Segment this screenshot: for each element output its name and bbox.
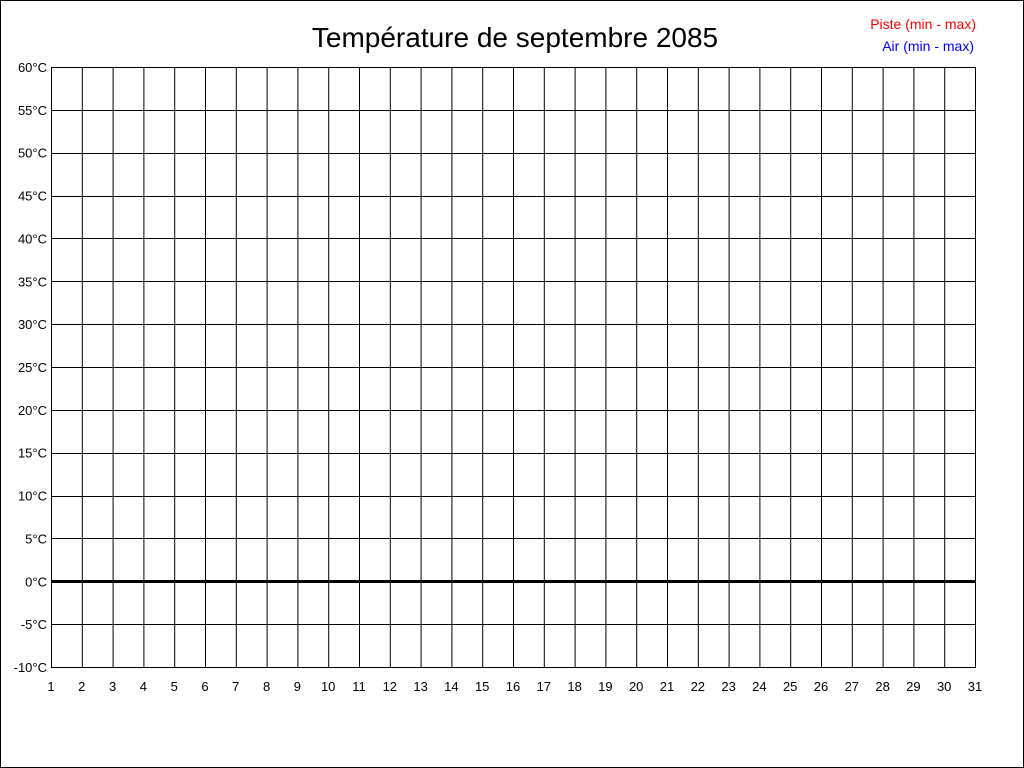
legend-piste: Piste (min - max): [870, 16, 976, 32]
x-tick-label: 19: [598, 679, 612, 694]
x-tick-label: 24: [752, 679, 766, 694]
y-tick-label: 50°C: [18, 146, 47, 161]
y-tick-label: 10°C: [18, 489, 47, 504]
x-tick-label: 15: [475, 679, 489, 694]
x-tick-label: 25: [783, 679, 797, 694]
x-tick-label: 5: [171, 679, 178, 694]
y-tick-label: -5°C: [21, 617, 47, 632]
y-tick-label: 0°C: [25, 574, 47, 589]
x-tick-label: 2: [78, 679, 85, 694]
x-tick-label: 16: [506, 679, 520, 694]
x-tick-label: 10: [321, 679, 335, 694]
x-tick-label: 21: [660, 679, 674, 694]
y-tick-label: 25°C: [18, 360, 47, 375]
x-tick-label: 6: [201, 679, 208, 694]
x-tick-label: 31: [968, 679, 982, 694]
x-tick-label: 27: [845, 679, 859, 694]
y-tick-label: -10°C: [14, 660, 47, 675]
y-tick-label: 40°C: [18, 231, 47, 246]
x-tick-label: 23: [721, 679, 735, 694]
x-tick-label: 29: [906, 679, 920, 694]
x-tick-label: 26: [814, 679, 828, 694]
x-axis-ticks: 1 2 3 4 5 6 7 8 9 10 11 12 13 14 15 16 17 18 19 20 21 22 23 24 2…: [47, 679, 982, 694]
x-tick-label: 13: [413, 679, 427, 694]
y-tick-label: 45°C: [18, 189, 47, 204]
grid: [51, 67, 976, 668]
x-tick-label: 11: [352, 679, 366, 694]
y-tick-label: 55°C: [18, 103, 47, 118]
x-tick-label: 8: [263, 679, 270, 694]
x-tick-label: 17: [537, 679, 551, 694]
x-tick-label: 22: [691, 679, 705, 694]
y-tick-label: 20°C: [18, 403, 47, 418]
x-tick-label: 1: [47, 679, 54, 694]
x-tick-label: 20: [629, 679, 643, 694]
x-tick-label: 30: [937, 679, 951, 694]
y-axis-ticks: 60°C 55°C 50°C 45°C 40°C 35°C 30°C 25°C 20°C 15°C…: [14, 60, 47, 675]
y-tick-label: 5°C: [25, 531, 47, 546]
y-tick-label: 60°C: [18, 60, 47, 75]
x-tick-label: 9: [294, 679, 301, 694]
x-tick-label: 7: [232, 679, 239, 694]
x-tick-label: 28: [875, 679, 889, 694]
y-tick-label: 15°C: [18, 446, 47, 461]
y-tick-label: 30°C: [18, 317, 47, 332]
x-tick-label: 3: [109, 679, 116, 694]
legend-air: Air (min - max): [882, 38, 974, 54]
chart-title: Température de septembre 2085: [312, 22, 718, 53]
x-tick-label: 12: [383, 679, 397, 694]
x-tick-label: 4: [140, 679, 147, 694]
x-tick-label: 18: [567, 679, 581, 694]
y-tick-label: 35°C: [18, 274, 47, 289]
x-tick-label: 14: [444, 679, 458, 694]
